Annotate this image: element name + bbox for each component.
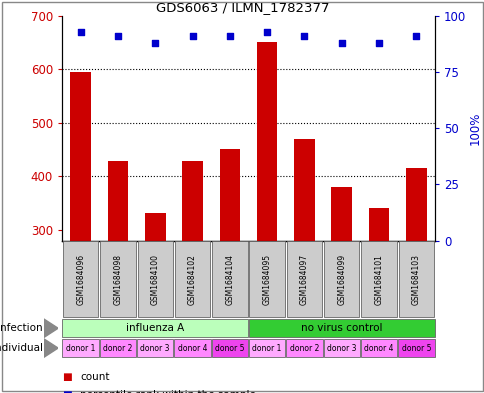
Text: donor 4: donor 4 — [363, 343, 393, 353]
Text: donor 4: donor 4 — [178, 343, 207, 353]
Text: GSM1684095: GSM1684095 — [262, 254, 271, 305]
Point — [411, 33, 419, 39]
Text: individual: individual — [0, 343, 43, 353]
Bar — [145, 213, 165, 241]
Point — [151, 40, 159, 46]
Text: donor 2: donor 2 — [289, 343, 318, 353]
Bar — [257, 42, 277, 241]
Bar — [405, 168, 426, 241]
Text: GSM1684100: GSM1684100 — [151, 254, 159, 305]
Text: GSM1684099: GSM1684099 — [336, 254, 346, 305]
Text: GSM1684097: GSM1684097 — [299, 254, 308, 305]
Text: GDS6063 / ILMN_1782377: GDS6063 / ILMN_1782377 — [155, 1, 329, 14]
Text: donor 5: donor 5 — [215, 343, 244, 353]
Text: donor 1: donor 1 — [252, 343, 281, 353]
Text: infection: infection — [0, 323, 43, 333]
Text: count: count — [80, 373, 110, 382]
Text: percentile rank within the sample: percentile rank within the sample — [80, 390, 256, 393]
Point — [337, 40, 345, 46]
Point — [114, 33, 121, 39]
Text: GSM1684101: GSM1684101 — [374, 254, 383, 305]
Point — [76, 28, 84, 35]
Text: donor 2: donor 2 — [103, 343, 132, 353]
Text: no virus control: no virus control — [301, 323, 382, 333]
Text: GSM1684098: GSM1684098 — [113, 254, 122, 305]
Point — [300, 33, 308, 39]
Point — [188, 33, 196, 39]
Text: GSM1684103: GSM1684103 — [411, 254, 420, 305]
Bar — [219, 149, 240, 241]
Text: GSM1684096: GSM1684096 — [76, 254, 85, 305]
Text: ■: ■ — [62, 373, 72, 382]
Text: influenza A: influenza A — [126, 323, 184, 333]
Polygon shape — [44, 319, 58, 338]
Y-axis label: 100%: 100% — [468, 112, 481, 145]
Bar — [70, 72, 91, 241]
Bar — [107, 162, 128, 241]
Bar — [368, 208, 389, 241]
Text: GSM1684102: GSM1684102 — [188, 254, 197, 305]
Polygon shape — [44, 339, 58, 358]
Text: ■: ■ — [62, 390, 72, 393]
Bar — [331, 187, 351, 241]
Text: donor 5: donor 5 — [401, 343, 430, 353]
Point — [263, 28, 271, 35]
Point — [226, 33, 233, 39]
Text: donor 1: donor 1 — [66, 343, 95, 353]
Bar — [294, 139, 314, 241]
Text: donor 3: donor 3 — [140, 343, 170, 353]
Bar — [182, 162, 202, 241]
Text: GSM1684104: GSM1684104 — [225, 254, 234, 305]
Text: donor 3: donor 3 — [326, 343, 356, 353]
Point — [375, 40, 382, 46]
